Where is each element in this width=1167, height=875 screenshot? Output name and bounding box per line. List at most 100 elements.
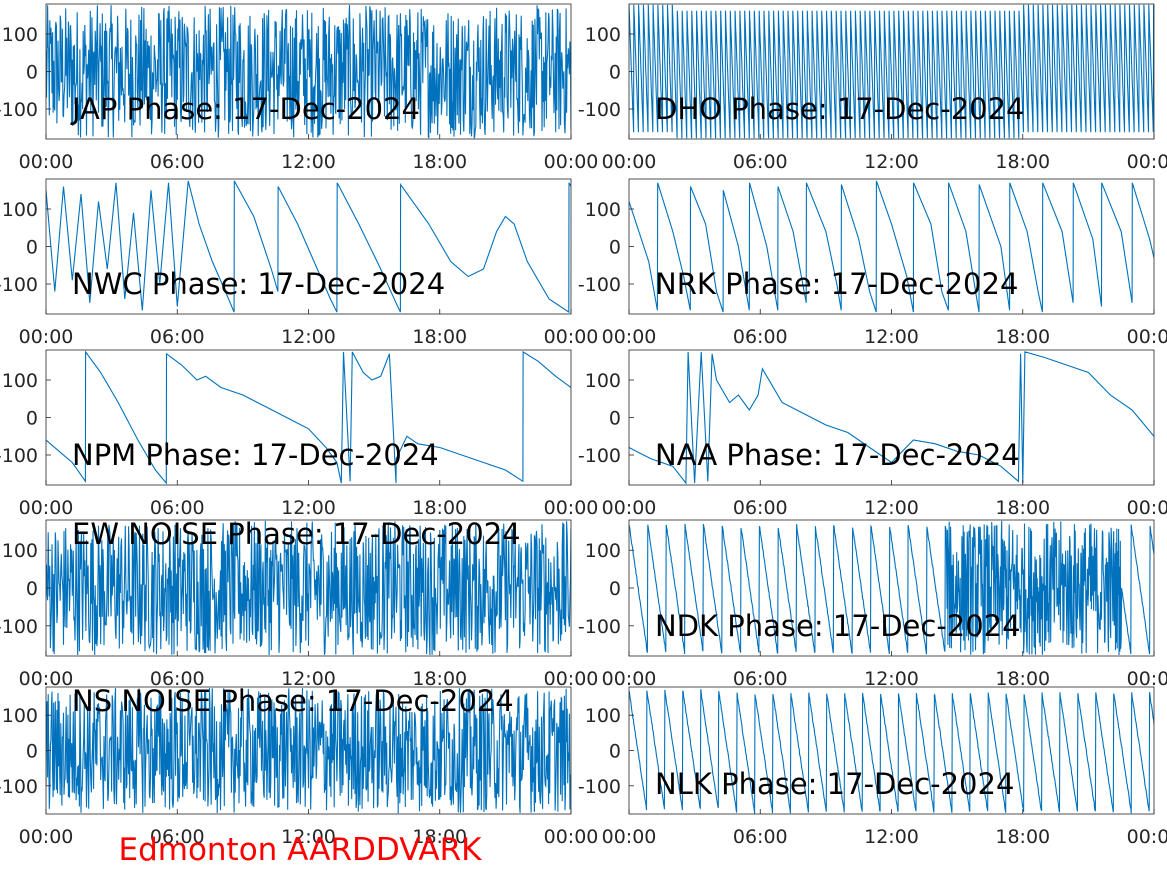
x-tick-label: 12:00 [864,668,919,690]
phase-series-line [46,687,571,814]
x-tick-label: 00:00 [544,497,599,519]
y-tick-label: 0 [26,237,38,259]
y-tick-label: 0 [609,578,621,600]
y-tick-label: -100 [0,99,38,121]
x-tick-label: 12:00 [281,151,336,173]
phase-series-line [629,351,1154,485]
x-tick-label: 18:00 [412,668,467,690]
x-tick-label: 06:00 [150,326,205,348]
y-tick-label: 100 [2,199,38,221]
x-tick-label: 00:00 [19,151,74,173]
x-tick-label: 18:00 [995,151,1050,173]
phase-series-line [629,520,1154,656]
x-tick-label: 18:00 [995,668,1050,690]
y-tick-label: 100 [585,540,621,562]
phase-panel: 100 0 -100 00:00 06:00 12:00 18:00 00:00 NS NOIS… [0,684,598,848]
panel-title: NLK Phase: 17-Dec-2024 [655,767,1014,801]
x-tick-label: 06:00 [733,497,788,519]
x-tick-label: 06:00 [733,151,788,173]
y-tick-label: 0 [26,741,38,763]
y-tick-label: 0 [26,408,38,430]
y-tick-label: 100 [2,540,38,562]
phase-panel: 100 0 -100 00:00 06:00 12:00 18:00 00:00 NAA Pha… [578,349,1167,519]
phase-series-line [46,180,571,314]
x-tick-label: 12:00 [281,668,336,690]
x-tick-label: 06:00 [733,668,788,690]
phase-panel: 100 0 -100 00:00 06:00 12:00 18:00 00:00 NRK Pha… [578,178,1167,348]
x-tick-label: 18:00 [412,151,467,173]
y-tick-label: -100 [578,616,621,638]
phase-panel: 100 0 -100 00:00 06:00 12:00 18:00 00:00 NDK Pha… [578,519,1167,690]
panel-title: NWC Phase: 17-Dec-2024 [72,267,445,301]
y-tick-label: 100 [585,370,621,392]
y-tick-label: 0 [609,408,621,430]
y-tick-label: -100 [578,445,621,467]
phase-panel: 100 0 -100 00:00 06:00 12:00 18:00 00:00 DHO Pha… [578,3,1167,173]
panel-title: NRK Phase: 17-Dec-2024 [655,267,1018,301]
y-tick-label: -100 [0,616,38,638]
y-tick-label: 100 [2,705,38,727]
phase-series-line [629,4,1154,139]
phase-panel: 100 0 -100 00:00 06:00 12:00 18:00 00:00 NWC Pha… [0,178,599,348]
x-tick-label: 12:00 [864,826,919,848]
x-tick-label: 00:00 [1127,151,1167,173]
x-tick-label: 18:00 [412,826,467,848]
x-tick-label: 00:00 [1127,326,1167,348]
x-tick-label: 18:00 [995,826,1050,848]
x-tick-label: 00:00 [19,326,74,348]
y-tick-label: 0 [609,741,621,763]
x-tick-label: 00:00 [602,497,657,519]
y-tick-label: 100 [2,24,38,46]
y-tick-label: 100 [585,705,621,727]
x-tick-label: 06:00 [733,326,788,348]
x-tick-label: 00:00 [544,151,599,173]
y-tick-label: 100 [2,370,38,392]
panel-title: EW NOISE Phase: 17-Dec-2024 [72,517,521,551]
y-tick-label: -100 [578,99,621,121]
y-tick-label: -100 [0,274,38,296]
panel-title: NS NOISE Phase: 17-Dec-2024 [72,684,514,718]
panel-title: NAA Phase: 17-Dec-2024 [655,438,1020,472]
phase-panel: 100 0 -100 00:00 06:00 12:00 18:00 00:00 EW NOIS… [0,517,598,690]
x-tick-label: 12:00 [864,497,919,519]
x-tick-label: 00:00 [544,826,599,848]
x-tick-label: 12:00 [864,326,919,348]
x-tick-label: 06:00 [733,826,788,848]
y-tick-label: 0 [609,62,621,84]
phase-panel: 100 0 -100 00:00 06:00 12:00 18:00 00:00 NLK Pha… [578,686,1167,848]
panel-title: JAP Phase: 17-Dec-2024 [70,92,420,126]
x-tick-label: 18:00 [412,497,467,519]
x-tick-label: 00:00 [19,826,74,848]
x-tick-label: 00:00 [19,497,74,519]
y-tick-label: -100 [0,776,38,798]
y-tick-label: -100 [0,445,38,467]
y-tick-label: 0 [609,237,621,259]
x-tick-label: 06:00 [150,668,205,690]
y-tick-label: 0 [26,62,38,84]
x-tick-label: 00:00 [19,668,74,690]
x-tick-label: 00:00 [602,326,657,348]
panel-title: NPM Phase: 17-Dec-2024 [72,438,439,472]
x-tick-label: 00:00 [544,668,599,690]
y-tick-label: 100 [585,199,621,221]
panel-grid: 100 0 -100 00:00 06:00 12:00 18:00 00:00 JAP Pha… [0,3,1167,848]
phase-series-line [629,180,1154,313]
x-tick-label: 06:00 [150,497,205,519]
x-tick-label: 00:00 [1127,826,1167,848]
y-tick-label: 0 [26,578,38,600]
x-tick-label: 00:00 [544,326,599,348]
x-tick-label: 00:00 [602,826,657,848]
x-tick-label: 06:00 [150,826,205,848]
x-tick-label: 12:00 [864,151,919,173]
panel-title: NDK Phase: 17-Dec-2024 [655,609,1021,643]
x-tick-label: 18:00 [995,326,1050,348]
phase-series-line [46,520,571,656]
phase-series-line [46,350,571,485]
x-tick-label: 00:00 [602,151,657,173]
phase-series-line [629,689,1154,814]
panel-title: DHO Phase: 17-Dec-2024 [655,92,1025,126]
y-tick-label: 100 [585,24,621,46]
x-tick-label: 00:00 [602,668,657,690]
x-tick-label: 12:00 [281,826,336,848]
